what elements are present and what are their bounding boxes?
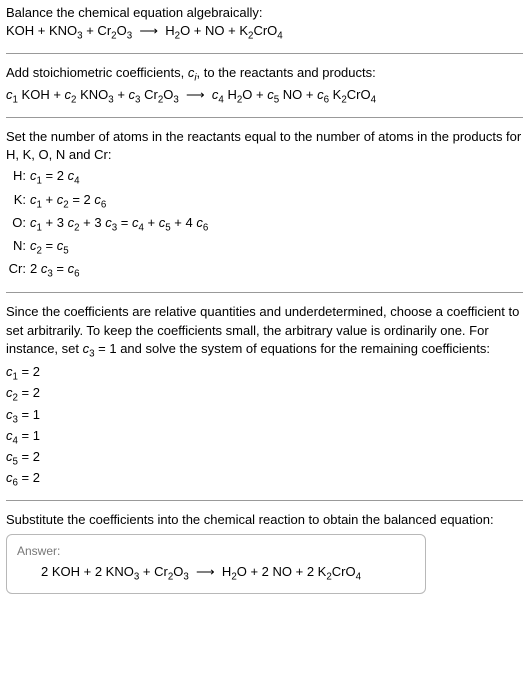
coef-item: c4 = 1 bbox=[6, 427, 523, 448]
equation-cell: c2 = c5 bbox=[30, 236, 214, 259]
equations-table: H:c1 = 2 c4K:c1 + c2 = 2 c6O:c1 + 3 c2 +… bbox=[6, 166, 214, 282]
stoich-equation: c1 KOH + c2 KNO3 + c3 Cr2O3 ⟶ c4 H2O + c… bbox=[6, 86, 523, 107]
equation-row: K:c1 + c2 = 2 c6 bbox=[6, 190, 214, 213]
intro-text: Balance the chemical equation algebraica… bbox=[6, 4, 523, 22]
equation-cell: c1 + c2 = 2 c6 bbox=[30, 190, 214, 213]
element-label: O: bbox=[6, 213, 30, 236]
coef-item: c5 = 2 bbox=[6, 448, 523, 469]
atoms-text: Set the number of atoms in the reactants… bbox=[6, 128, 523, 164]
coef-list: c1 = 2c2 = 2c3 = 1c4 = 1c5 = 2c6 = 2 bbox=[6, 363, 523, 490]
element-label: H: bbox=[6, 166, 30, 189]
coef-item: c6 = 2 bbox=[6, 469, 523, 490]
coef-item: c3 = 1 bbox=[6, 406, 523, 427]
substitute-text: Substitute the coefficients into the che… bbox=[6, 511, 523, 529]
base-equation: KOH + KNO3 + Cr2O3 ⟶ H2O + NO + K2CrO4 bbox=[6, 22, 523, 43]
answer-box: Answer: 2 KOH + 2 KNO3 + Cr2O3 ⟶ H2O + 2… bbox=[6, 534, 426, 594]
element-label: K: bbox=[6, 190, 30, 213]
equations-body: H:c1 = 2 c4K:c1 + c2 = 2 c6O:c1 + 3 c2 +… bbox=[6, 166, 214, 282]
answer-label: Answer: bbox=[17, 543, 415, 560]
divider bbox=[6, 117, 523, 118]
answer-equation: 2 KOH + 2 KNO3 + Cr2O3 ⟶ H2O + 2 NO + 2 … bbox=[17, 563, 415, 584]
stoich-text: Add stoichiometric coefficients, ci, to … bbox=[6, 64, 523, 85]
divider bbox=[6, 500, 523, 501]
element-label: Cr: bbox=[6, 259, 30, 282]
equation-cell: c1 = 2 c4 bbox=[30, 166, 214, 189]
equation-row: N:c2 = c5 bbox=[6, 236, 214, 259]
divider bbox=[6, 53, 523, 54]
equation-cell: 2 c3 = c6 bbox=[30, 259, 214, 282]
underdet-text: Since the coefficients are relative quan… bbox=[6, 303, 523, 361]
equation-row: Cr:2 c3 = c6 bbox=[6, 259, 214, 282]
coef-item: c2 = 2 bbox=[6, 384, 523, 405]
equation-cell: c1 + 3 c2 + 3 c3 = c4 + c5 + 4 c6 bbox=[30, 213, 214, 236]
element-label: N: bbox=[6, 236, 30, 259]
divider bbox=[6, 292, 523, 293]
coef-item: c1 = 2 bbox=[6, 363, 523, 384]
equation-row: H:c1 = 2 c4 bbox=[6, 166, 214, 189]
equation-row: O:c1 + 3 c2 + 3 c3 = c4 + c5 + 4 c6 bbox=[6, 213, 214, 236]
